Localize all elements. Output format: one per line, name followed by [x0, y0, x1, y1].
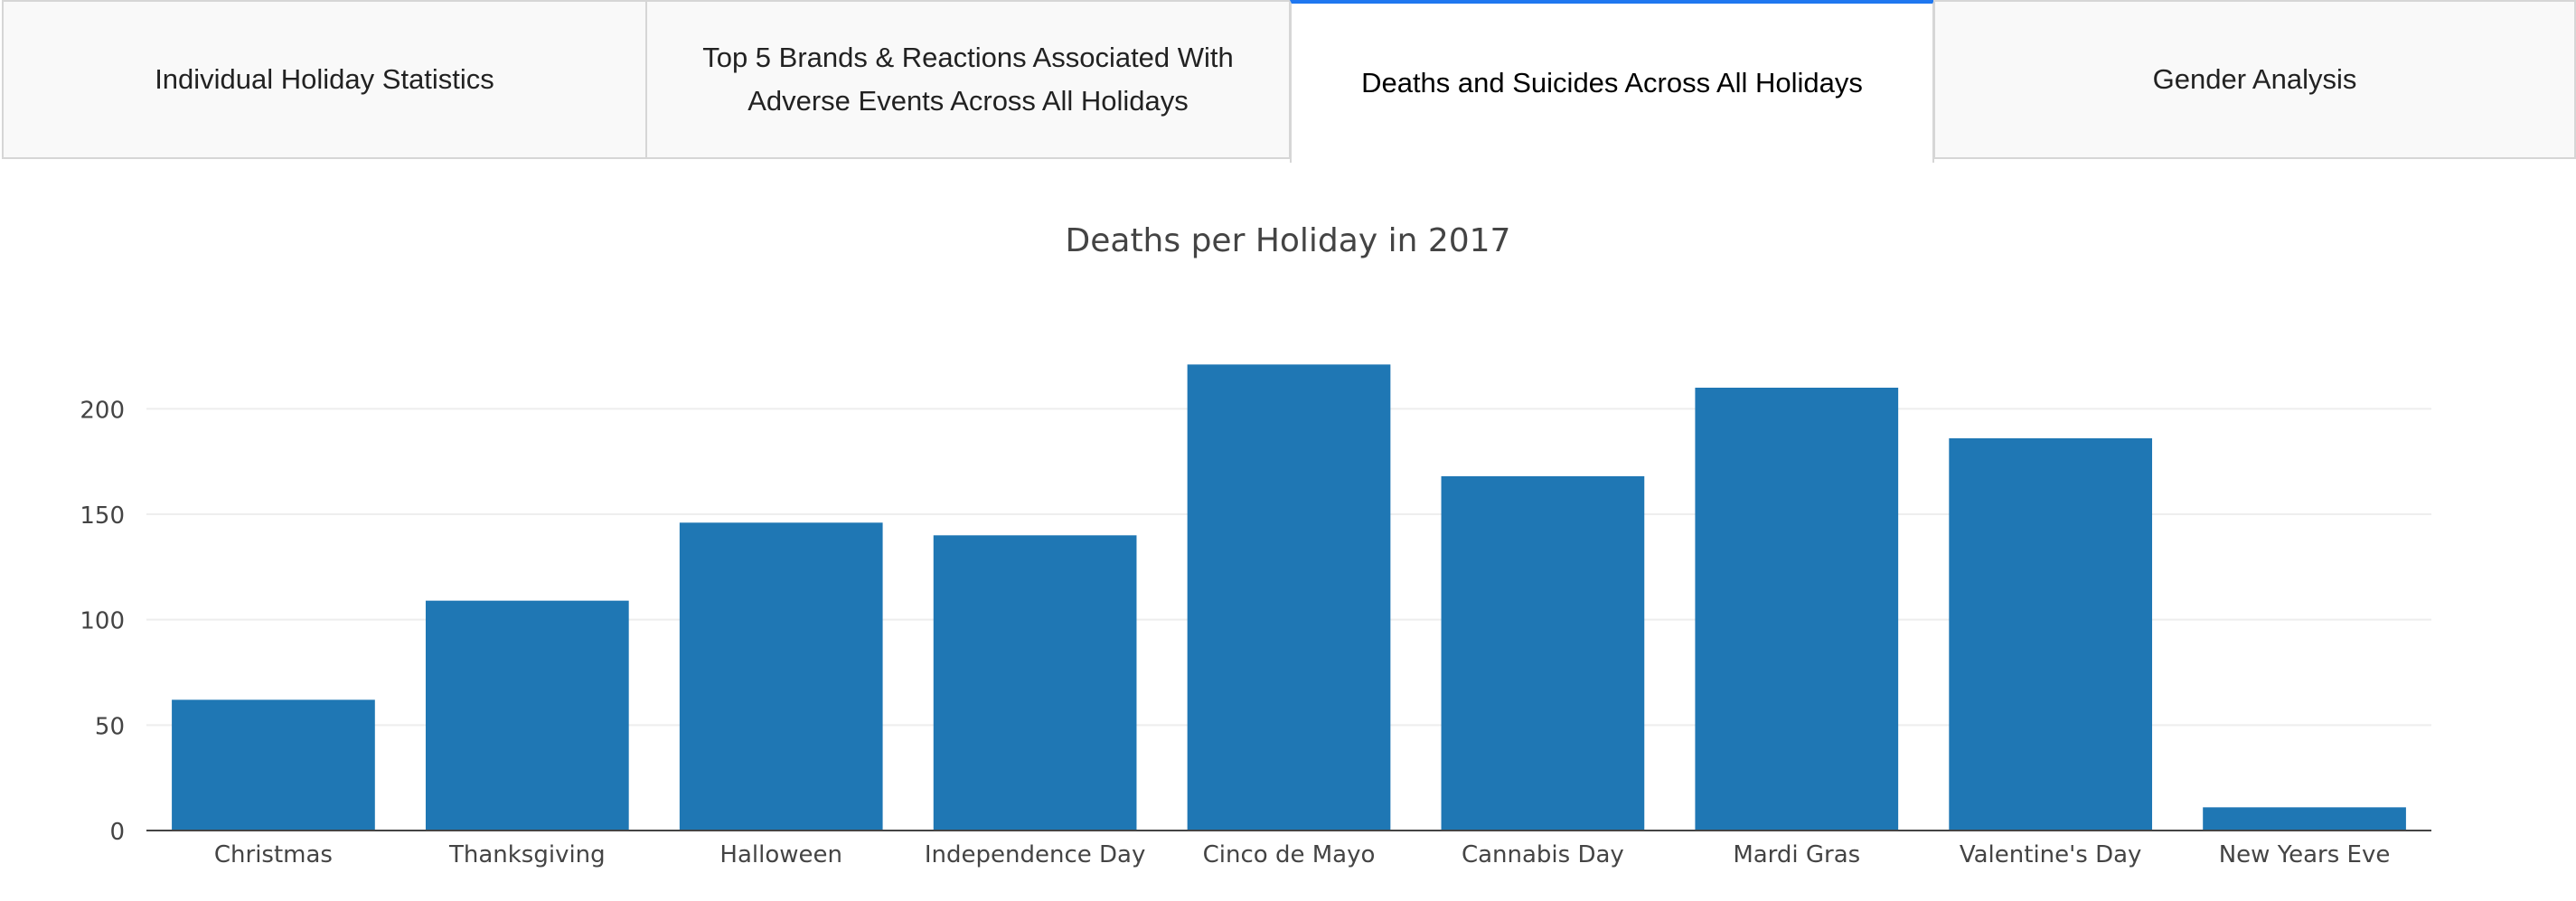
y-tick-label: 0	[109, 819, 125, 846]
y-axis-ticks: 0 50 100 150 200	[80, 397, 125, 846]
bar-new-years-eve[interactable]	[2203, 807, 2406, 831]
bar-halloween[interactable]	[679, 522, 883, 831]
chart-title: Deaths per Holiday in 2017	[1066, 222, 1511, 259]
x-tick-label: Thanksgiving	[448, 841, 606, 868]
tab-top-5-brands-reactions[interactable]: Top 5 Brands & Reactions Associated With…	[645, 0, 1291, 159]
bar-valentine-s-day[interactable]	[1949, 438, 2153, 831]
bar-christmas[interactable]	[172, 699, 375, 831]
y-tick-label: 200	[80, 397, 125, 424]
chart-container: Deaths per Holiday in 2017 0 50 100 150 200 …	[0, 163, 2576, 896]
bars	[172, 364, 2406, 831]
x-tick-label: Mardi Gras	[1733, 841, 1860, 868]
y-tick-label: 50	[95, 713, 125, 740]
bar-thanksgiving[interactable]	[425, 600, 629, 831]
bar-cinco-de-mayo[interactable]	[1187, 364, 1391, 831]
bar-mardi-gras[interactable]	[1695, 388, 1899, 831]
tab-individual-holiday-statistics[interactable]: Individual Holiday Statistics	[2, 0, 647, 159]
tab-label: Top 5 Brands & Reactions Associated With…	[702, 42, 1234, 117]
bar-chart[interactable]: Deaths per Holiday in 2017 050100150200 …	[0, 163, 2576, 896]
y-tick-label: 150	[80, 502, 125, 530]
x-tick-label: Cinco de Mayo	[1203, 841, 1376, 868]
x-tick-label: Cannabis Day	[1462, 841, 1624, 868]
tab-label: Individual Holiday Statistics	[155, 63, 494, 95]
x-tick-label: Halloween	[719, 841, 842, 868]
x-tick-label: New Years Eve	[2219, 841, 2391, 868]
tab-label: Deaths and Suicides Across All Holidays	[1361, 67, 1863, 99]
tab-label: Gender Analysis	[2152, 63, 2357, 95]
bar-cannabis-day[interactable]	[1441, 476, 1645, 831]
tab-bar: Individual Holiday Statistics Top 5 Bran…	[0, 0, 2576, 163]
tab-gender-analysis[interactable]: Gender Analysis	[1933, 0, 2576, 159]
y-tick-label: 100	[80, 608, 125, 635]
x-tick-label: Independence Day	[925, 841, 1146, 868]
x-axis-ticks: Christmas Thanksgiving Halloween Independen…	[214, 841, 2390, 868]
tab-deaths-and-suicides[interactable]: Deaths and Suicides Across All Holidays	[1290, 0, 1934, 163]
x-tick-label: Valentine's Day	[1960, 841, 2142, 868]
x-tick-label: Christmas	[214, 841, 333, 868]
bar-independence-day[interactable]	[933, 535, 1137, 831]
